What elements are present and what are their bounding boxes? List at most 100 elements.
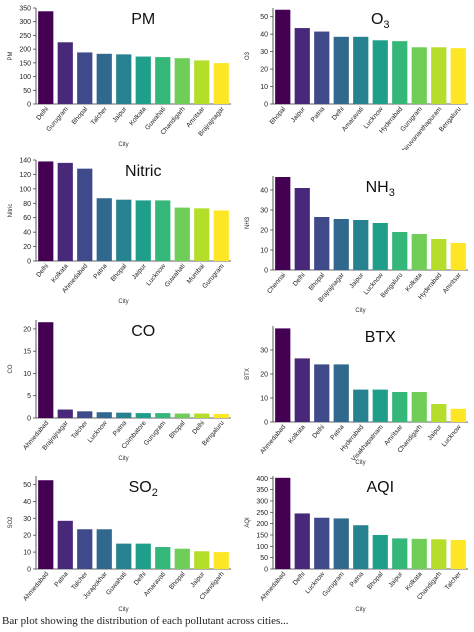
x-axis-label: City (118, 456, 128, 462)
chart-panel-pm: 0 50 100 150 200 250 300 350 PM Delhi Gurugram Bhop… (0, 0, 237, 150)
bar-lucknow (450, 408, 466, 422)
x-tick-label: Delhi (133, 570, 148, 586)
x-tick-label: Ahmedabad (22, 571, 50, 603)
y-tick-label: 30 (23, 516, 31, 523)
x-axis-label: City (355, 460, 365, 466)
x-tick-label: Talcher (444, 570, 464, 591)
chart-title: CO (131, 323, 155, 340)
y-tick-label: 0 (264, 102, 268, 109)
bar-amritsar (450, 243, 466, 270)
chart-title: NH3 (366, 179, 395, 199)
x-tick-label: Patna (112, 420, 129, 438)
y-tick-label: 15 (23, 349, 31, 356)
y-tick-label: 100 (19, 186, 31, 193)
bar-ahmedabad (38, 322, 54, 418)
y-tick-label: 30 (260, 208, 268, 215)
bar-brajrajnagar (213, 63, 229, 104)
y-tick-label: 10 (23, 550, 31, 557)
chart-panel-so2: 0 10 20 30 40 50 SO2 Ahmedabad Patna Talcher Jorap… (0, 468, 237, 615)
bar-chandigarh (431, 539, 447, 569)
bar-delhi (294, 188, 310, 270)
bar-kolkata (57, 162, 73, 261)
bar-bengaluru (450, 48, 466, 104)
y-tick-label: 0 (264, 567, 268, 574)
x-axis-label: City (118, 607, 128, 613)
y-tick-label: 200 (256, 521, 268, 528)
bar-bhopal (77, 52, 93, 104)
bar-bhopal (275, 9, 291, 105)
bar-patna (116, 412, 132, 418)
x-tick-label: Patna (329, 424, 346, 442)
x-tick-label: Jaipur (426, 423, 443, 442)
y-tick-label: 0 (264, 268, 268, 275)
x-tick-label: Guwahati (164, 262, 188, 288)
y-tick-label: 10 (260, 248, 268, 255)
x-tick-label: Delhi (292, 570, 307, 586)
x-tick-label: Delhi (292, 271, 307, 287)
bar-coimbatore (135, 413, 151, 418)
y-tick-label: 300 (256, 498, 268, 505)
bar-lucknow (372, 223, 388, 270)
bar-guwahati (155, 57, 171, 104)
y-axis-label: AQI (245, 517, 251, 528)
y-tick-label: 50 (23, 88, 31, 95)
figure-caption: Bar plot showing the distribution of eac… (2, 615, 289, 627)
bar-gurugram (155, 413, 171, 418)
bar-delhi (333, 36, 349, 104)
x-tick-label: Delhi (311, 423, 326, 439)
x-tick-label: Jaipur (131, 262, 148, 281)
y-tick-label: 0 (264, 420, 268, 427)
bar-talcher (450, 539, 466, 569)
x-tick-label: Guwahati (105, 570, 129, 596)
chart-panel-nh3: 0 10 20 30 40 NH3 Chennai Delhi Bhopal Brajrajnag… (237, 168, 474, 316)
y-tick-label: 50 (260, 14, 268, 21)
x-tick-label: Talcher (90, 105, 110, 126)
bar-ahmedabad (275, 328, 291, 422)
y-tick-label: 20 (23, 244, 31, 251)
y-tick-label: 10 (260, 84, 268, 91)
chart-title: Nitric (125, 163, 161, 180)
chart-panel-o3: 0 10 20 30 40 50 O3 Bhopal Jaipur Patna Delhi Amara… (237, 0, 474, 157)
bar-kolkata (135, 56, 151, 104)
y-tick-label: 300 (19, 19, 31, 26)
y-tick-label: 100 (256, 544, 268, 551)
bar-bhopal (174, 413, 190, 418)
bar-ahmedabad (38, 480, 54, 569)
bar-visakhapatnam (372, 389, 388, 422)
bar-jaipur (353, 220, 369, 270)
y-tick-label: 50 (260, 555, 268, 562)
bar-talcher (96, 53, 112, 104)
y-tick-label: 80 (23, 201, 31, 208)
x-tick-label: Jaipur (111, 105, 128, 124)
bar-brajrajnagar (57, 409, 73, 418)
bar-amritsar (194, 60, 210, 104)
x-tick-label: Talcher (70, 570, 90, 591)
x-tick-label: Patna (310, 106, 327, 124)
bar-jaipur (392, 538, 408, 569)
chart-title: BTX (365, 329, 396, 346)
bar-mumbai (194, 208, 210, 261)
x-tick-label: Delhi (191, 419, 206, 435)
bar-patna (57, 520, 73, 569)
bar-delhi (314, 364, 330, 422)
x-tick-label: Patna (53, 571, 70, 589)
x-tick-label: Bhopal (308, 271, 327, 292)
bar-talcher (77, 411, 93, 418)
y-axis-label: CO (8, 364, 14, 373)
y-tick-label: 140 (19, 158, 31, 165)
bar-ahmedabad (275, 477, 291, 569)
bar-bhopal (174, 548, 190, 569)
y-tick-label: 20 (23, 533, 31, 540)
bar-kolkata (411, 234, 427, 270)
x-axis-label: City (118, 142, 128, 148)
x-tick-label: Patna (349, 571, 366, 589)
x-axis-label: City (355, 308, 365, 314)
bar-chandigarh (213, 552, 229, 569)
x-tick-label: Kolkata (404, 272, 424, 294)
y-tick-label: 60 (23, 215, 31, 222)
x-tick-label: Bhopal (168, 570, 187, 591)
